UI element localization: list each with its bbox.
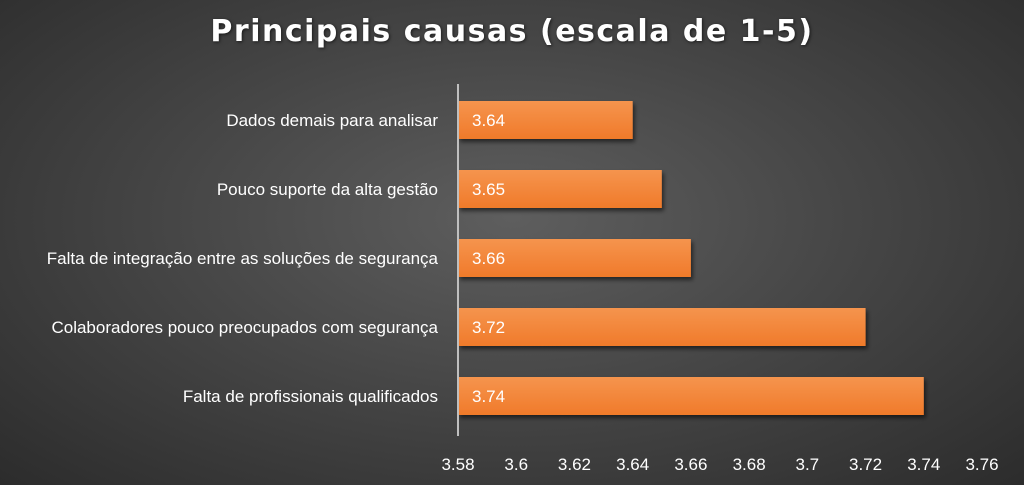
- category-label: Falta de integração entre as soluções de…: [47, 249, 439, 268]
- bar-value-label: 3.64: [472, 111, 505, 130]
- bar: [458, 170, 662, 208]
- x-tick-label: 3.58: [441, 455, 474, 474]
- x-tick-label: 3.6: [504, 455, 528, 474]
- x-tick-label: 3.76: [965, 455, 998, 474]
- x-tick-label: 3.64: [616, 455, 649, 474]
- x-tick-label: 3.62: [558, 455, 591, 474]
- category-label: Pouco suporte da alta gestão: [217, 180, 438, 199]
- bar-value-label: 3.72: [472, 318, 505, 337]
- bar: [458, 239, 691, 277]
- x-tick-label: 3.68: [733, 455, 766, 474]
- category-labels: Dados demais para analisar Pouco suporte …: [47, 111, 439, 406]
- x-tick-label: 3.7: [796, 455, 820, 474]
- category-label: Colaboradores pouco preocupados com segu…: [51, 318, 438, 337]
- bar: [458, 101, 633, 139]
- bar: [458, 308, 866, 346]
- x-axis-ticks: 3.58 3.6 3.62 3.64 3.66 3.68 3.7 3.72 3.74 3.76: [441, 455, 998, 474]
- category-label: Dados demais para analisar: [226, 111, 438, 130]
- bar-value-label: 3.74: [472, 387, 505, 406]
- x-tick-label: 3.74: [907, 455, 940, 474]
- bar: [458, 377, 924, 415]
- chart-title: Principais causas (escala de 1-5): [210, 14, 814, 49]
- bar-value-label: 3.65: [472, 180, 505, 199]
- bars-layer: 3.64 3.65 3.66 3.72 3.74: [458, 101, 924, 415]
- bar-value-label: 3.66: [472, 249, 505, 268]
- x-tick-label: 3.66: [674, 455, 707, 474]
- category-label: Falta de profissionais qualificados: [183, 387, 438, 406]
- x-tick-label: 3.72: [849, 455, 882, 474]
